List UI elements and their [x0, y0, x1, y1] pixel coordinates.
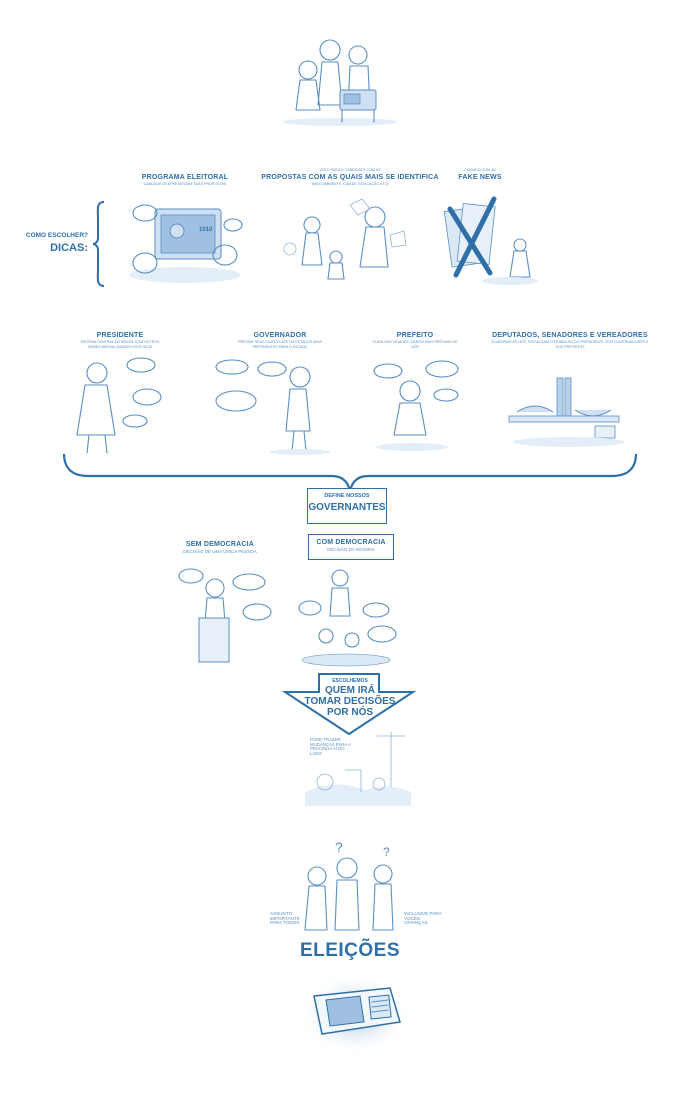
office-legislativo-title: DEPUTADOS, SENADORES E VEREADORES	[492, 332, 648, 339]
arrow-line1: QUEM IRÁ	[325, 685, 375, 696]
programa-eleitoral-illustration: 1010	[125, 195, 245, 285]
office-governador-title: GOVERNADOR	[253, 332, 307, 339]
tip-fakenews-title: FAKE NEWS	[458, 174, 502, 181]
com-democracia-illustration	[296, 562, 406, 667]
arrow-line3: POR NÓS	[326, 707, 374, 718]
arrow-line2: TOMAR DECISÕES	[304, 696, 396, 707]
propostas-illustration	[280, 195, 410, 285]
office-legislativo-sub: ELABORAM AS LEIS, FISCALIZAM O TRABALHO …	[491, 340, 649, 349]
assunto-text: ASSUNTO IMPORTANTE PARA TODOS	[270, 911, 300, 925]
inclusive-text: INCLUSIVE PARA VOCÊS, CRIANÇAS	[404, 911, 442, 925]
presidente-illustration	[55, 355, 175, 455]
arrow-small: ESCOLHEMOS	[332, 678, 368, 684]
svg-text:?: ?	[383, 845, 390, 859]
tip-propostas-title: PROPOSTAS COM AS QUAIS MAIS SE IDENTIFIC…	[261, 174, 439, 181]
svg-text:1010: 1010	[199, 227, 213, 233]
prefeito-illustration	[370, 355, 470, 455]
urna-eletronica-illustration	[300, 962, 410, 1052]
dicas-brace	[92, 200, 106, 288]
dicas-question: COMO ESCOLHER?	[25, 232, 88, 239]
svg-text:?: ?	[335, 839, 343, 855]
tip-propostas-sub: (MEIO AMBIENTE, CIDADE, EDUCAÇÃO ETC)	[311, 182, 389, 186]
office-presidente-title: PRESIDENTE	[96, 332, 144, 339]
office-prefeito-title: PREFEITO	[396, 332, 434, 339]
decisoes-arrow	[281, 672, 417, 736]
tip-programa-sub: CANDIDATOS APRESENTAM SUAS PROPOSTAS	[143, 182, 227, 186]
define-big: GOVERNANTES	[308, 502, 386, 513]
governador-illustration	[210, 355, 340, 455]
top-kids-voting-illustration	[280, 30, 400, 126]
com-democracia-sub: DECISÃO DA MAIORIA	[327, 547, 375, 552]
define-governantes-box	[307, 488, 387, 524]
sem-democracia-illustration	[175, 562, 275, 667]
office-prefeito-sub: CUIDA DAS CIDADES, CARGO MAIS PRÓXIMO DE…	[372, 340, 458, 349]
tip-programa-title: PROGRAMA ELEITORAL	[141, 174, 229, 181]
com-democracia-title: COM DEMOCRACIA	[316, 539, 386, 546]
eleicoes-title: ELEIÇÕES	[299, 940, 401, 961]
tip-propostas-sub-top: VOTO PARA O CANDIDATO COM AS	[319, 168, 381, 172]
office-governador-sub: PRESIDE SEUS GASTOS ATÉ OS ESTADOS MAIS …	[238, 340, 322, 349]
sem-democracia-sub: DECISÃO DE UMA ÚNICA PESSOA	[183, 549, 257, 554]
dicas-answer: DICAS:	[50, 242, 88, 254]
congresso-illustration	[505, 370, 635, 450]
define-small: DEFINE NOSSOS	[324, 493, 370, 499]
office-presidente-sub: SISTEMA CENTRAL DO BRASIL COM OUTROS PAÍ…	[80, 340, 160, 349]
com-democracia-box	[308, 534, 394, 560]
tip-fakenews-sub-top: CUIDADO COM AS	[464, 168, 496, 172]
bottom-kids-illustration: ? ?	[295, 838, 410, 933]
sem-democracia-title: SEM DEMOCRACIA	[185, 541, 255, 548]
fake-news-illustration	[440, 195, 540, 287]
pracinha-illustration	[295, 730, 415, 810]
mudancas-text: PODE TRAZER MUDANÇAS PARA A PRACINHA AÍ …	[310, 737, 351, 756]
